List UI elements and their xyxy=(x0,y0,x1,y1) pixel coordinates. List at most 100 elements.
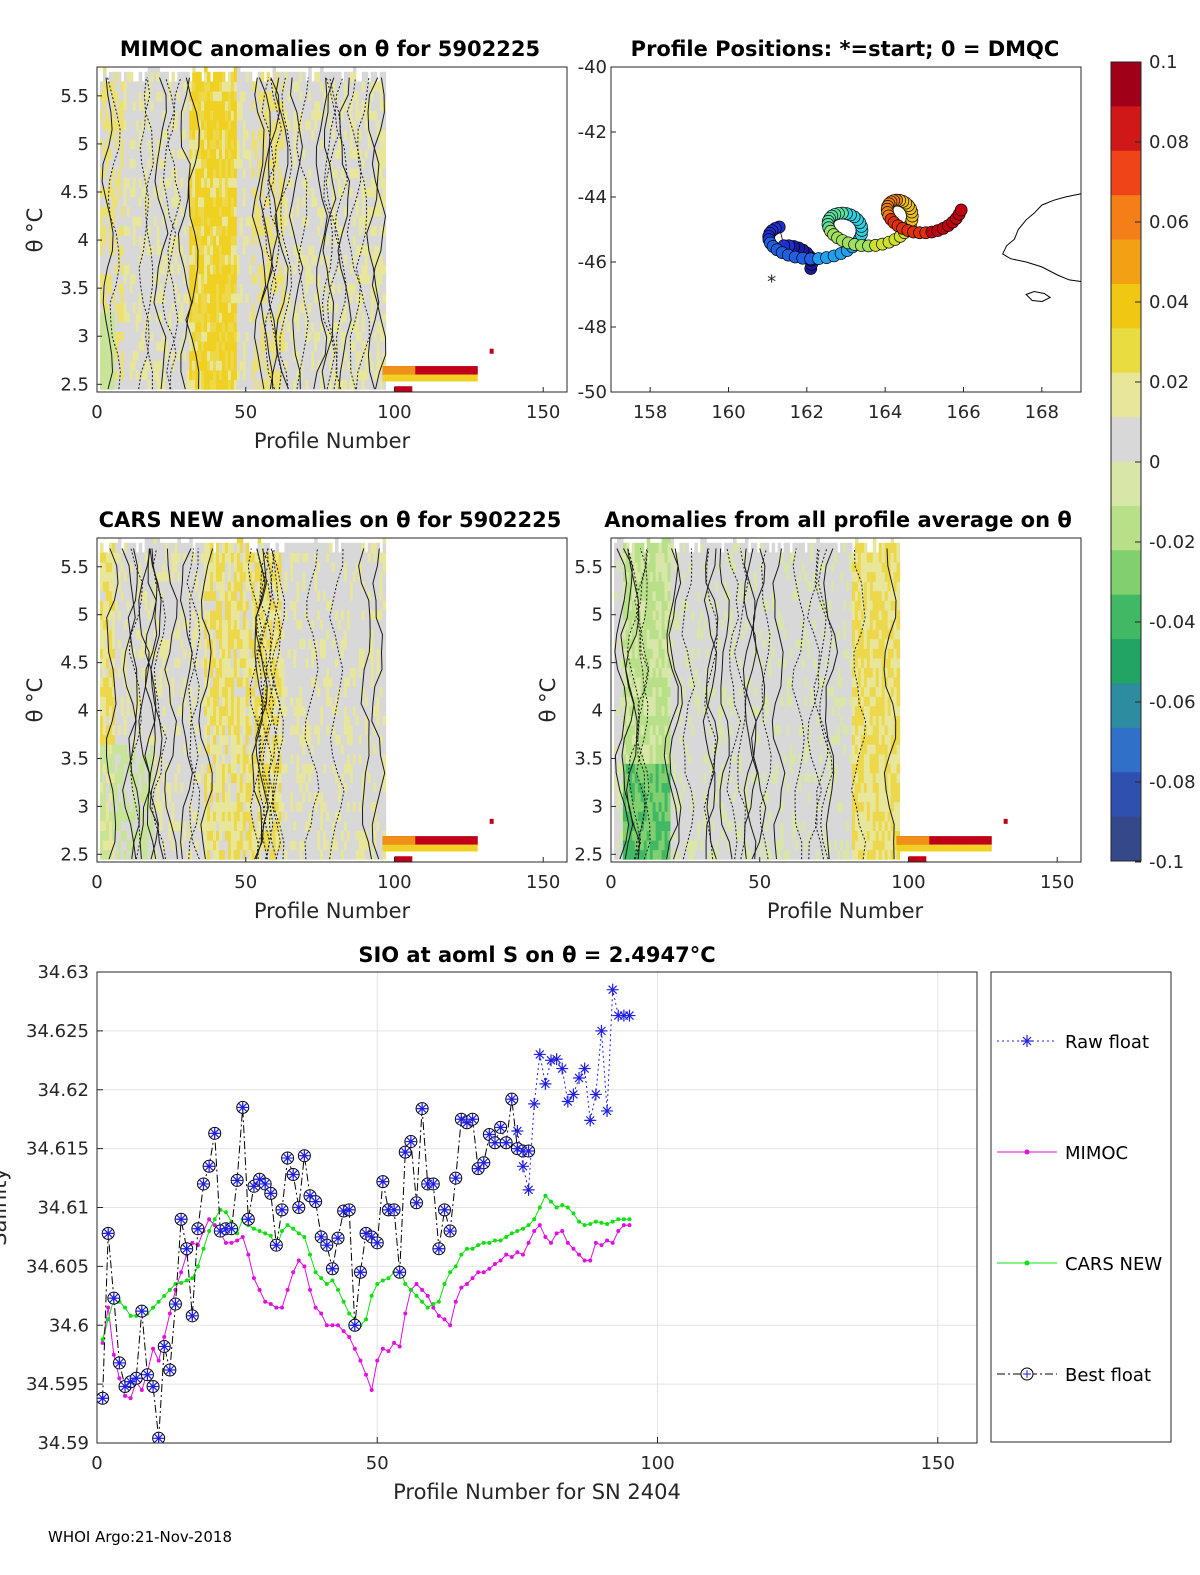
heat-cell xyxy=(361,216,366,227)
heat-cell xyxy=(132,341,137,352)
heat-cell xyxy=(126,235,131,246)
colorbar-swatch xyxy=(1111,328,1141,374)
heat-cell xyxy=(296,369,300,381)
heat-cell xyxy=(269,321,274,333)
heat-cell xyxy=(224,216,229,227)
heat-cell xyxy=(361,167,366,179)
heat-cell xyxy=(180,148,184,159)
heat-cell xyxy=(114,148,119,159)
heat-cell xyxy=(248,312,253,323)
heat-cell xyxy=(129,177,134,188)
heat-cell xyxy=(150,167,155,179)
heat-cell xyxy=(245,225,250,236)
heat-cell xyxy=(323,379,327,390)
heat-cell xyxy=(171,734,175,745)
heat-cell xyxy=(236,792,241,803)
heat-cell xyxy=(233,264,238,275)
heat-cell xyxy=(147,638,152,649)
heat-cell xyxy=(159,600,164,611)
heat-cell xyxy=(215,763,220,774)
heat-cell xyxy=(111,609,116,621)
heat-cell xyxy=(156,744,161,755)
heat-cell xyxy=(123,206,128,217)
heat-cell xyxy=(102,110,107,121)
heat-cell xyxy=(123,283,128,294)
heat-cell xyxy=(135,91,140,102)
heat-cell xyxy=(147,119,152,131)
heat-cell xyxy=(99,638,104,649)
heat-cell xyxy=(159,225,164,236)
heat-cell xyxy=(99,724,104,736)
heat-cell xyxy=(204,81,208,92)
heat-cell xyxy=(189,225,193,236)
heat-cell xyxy=(210,849,214,860)
heat-cell xyxy=(201,724,205,736)
heat-cell xyxy=(111,811,116,822)
heat-cell xyxy=(254,216,259,227)
heat-cell xyxy=(213,187,217,198)
heat-cell xyxy=(323,119,327,131)
heat-cell xyxy=(224,350,229,361)
heat-cell xyxy=(379,139,384,150)
heat-cell xyxy=(269,110,274,121)
heat-cell xyxy=(302,110,306,121)
heat-cell xyxy=(317,360,321,371)
heat-cell xyxy=(218,657,223,669)
heat-cell xyxy=(334,119,339,131)
heat-cell xyxy=(165,100,169,111)
heat-cell xyxy=(201,148,205,159)
heat-cell xyxy=(171,379,175,390)
heat-cell xyxy=(337,158,342,169)
heat-cell xyxy=(210,312,214,323)
heat-cell xyxy=(236,264,241,275)
heat-cell xyxy=(102,609,107,621)
heat-cell xyxy=(147,538,152,544)
heat-cell xyxy=(138,264,143,275)
heat-cell xyxy=(114,206,119,217)
heat-cell xyxy=(376,321,381,333)
heat-cell xyxy=(382,379,387,390)
heat-cell xyxy=(138,110,143,121)
heat-cell xyxy=(370,264,375,275)
heat-cell xyxy=(165,148,169,159)
heat-cell xyxy=(245,177,250,188)
heat-cell xyxy=(174,801,178,812)
heat-cell xyxy=(379,71,384,83)
heat-cell xyxy=(201,110,205,121)
heat-cell xyxy=(278,81,283,92)
heat-cell xyxy=(183,235,187,246)
heat-cell xyxy=(239,724,244,736)
heat-cell xyxy=(180,657,184,669)
heat-cell xyxy=(144,600,149,611)
heat-cell xyxy=(117,753,122,764)
heat-cell xyxy=(105,839,110,851)
colorbar-swatch xyxy=(1111,372,1141,418)
heat-cell xyxy=(221,696,226,707)
heat-cell xyxy=(215,561,220,573)
heat-cell xyxy=(177,350,181,361)
heat-cell xyxy=(382,81,387,92)
heat-cell xyxy=(251,196,256,208)
heat-cell xyxy=(171,235,175,246)
heat-cell xyxy=(257,148,262,159)
heat-cell xyxy=(269,350,274,361)
heat-cell xyxy=(218,792,223,803)
heat-cell xyxy=(165,254,169,265)
heat-cell xyxy=(257,158,262,169)
heat-cell xyxy=(171,542,175,553)
heat-cell xyxy=(296,81,300,92)
heat-cell xyxy=(343,158,348,169)
heat-cell xyxy=(218,696,223,707)
heat-cell xyxy=(213,686,217,697)
heat-cell xyxy=(189,264,193,275)
heat-cell xyxy=(284,235,288,246)
heat-cell xyxy=(370,129,375,140)
heat-cell xyxy=(129,196,134,208)
heat-cell xyxy=(233,379,238,390)
heat-cell xyxy=(192,667,196,678)
heat-cell xyxy=(332,129,336,140)
heat-cell xyxy=(102,158,107,169)
heat-cell xyxy=(102,264,107,275)
heat-cell xyxy=(141,254,146,265)
heat-cell xyxy=(221,811,226,822)
